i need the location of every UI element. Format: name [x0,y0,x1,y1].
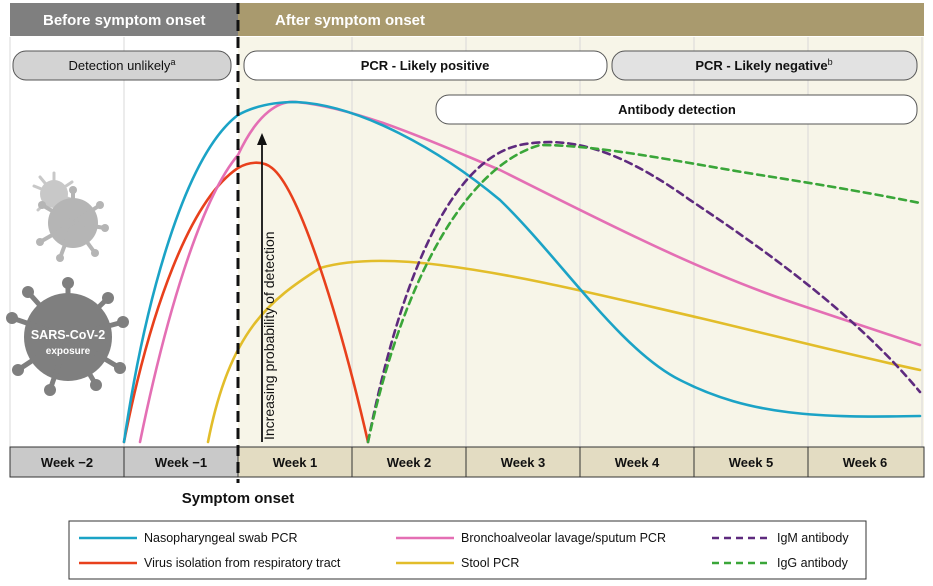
detection-unlikely-pill [12,50,232,81]
antibody-label: Antibody detection [618,102,736,117]
pcr-positive-pill [243,50,608,81]
week-label: Week 3 [501,455,546,470]
week-label: Week 6 [843,455,888,470]
after-header [238,3,924,36]
virus-icon-medium [36,186,109,262]
virus-isolation-curve [122,161,370,444]
week-label: Week −2 [41,455,93,470]
curves [122,100,922,444]
week-bar [9,446,925,478]
igg-antibody-curve [366,143,922,444]
virus-icon-large [6,277,129,396]
week-label: Week 4 [615,455,660,470]
probability-arrow-head [257,133,267,145]
week-label: Week 5 [729,455,774,470]
legend-label: Bronchoalveolar lavage/sputum PCR [461,531,666,545]
before-header-label: Before symptom onset [43,12,206,29]
virus-label-line2: exposure [46,346,91,357]
y-axis-label: Increasing probability of detection [261,231,277,440]
legend-label: IgM antibody [777,531,849,545]
pcr-negative-label: PCR - Likely negativeb [695,57,832,73]
after-header-label: After symptom onset [275,12,425,29]
legend-label: Stool PCR [461,556,519,570]
week-label: Week 2 [387,455,432,470]
before-header [10,3,238,36]
week-label: Week −1 [155,455,207,470]
week-label: Week 1 [273,455,318,470]
legend-swatches [79,536,770,565]
legend-label: Nasopharyngeal swab PCR [144,531,298,545]
legend-label: IgG antibody [777,556,849,570]
detection-unlikely-label: Detection unlikelya [69,57,176,73]
legend-box [68,520,867,580]
bronchoalveolar-curve [138,100,922,444]
pcr-positive-label: PCR - Likely positive [361,58,490,73]
symptom-onset-label: Symptom onset [182,490,295,507]
pcr-negative-pill [611,50,918,81]
nasopharyngeal-curve [122,100,922,444]
legend-label: Virus isolation from respiratory tract [144,556,341,570]
virus-label-line1: SARS-CoV-2 [31,328,105,342]
antibody-pill [435,94,918,125]
stool-pcr-curve [206,259,922,444]
